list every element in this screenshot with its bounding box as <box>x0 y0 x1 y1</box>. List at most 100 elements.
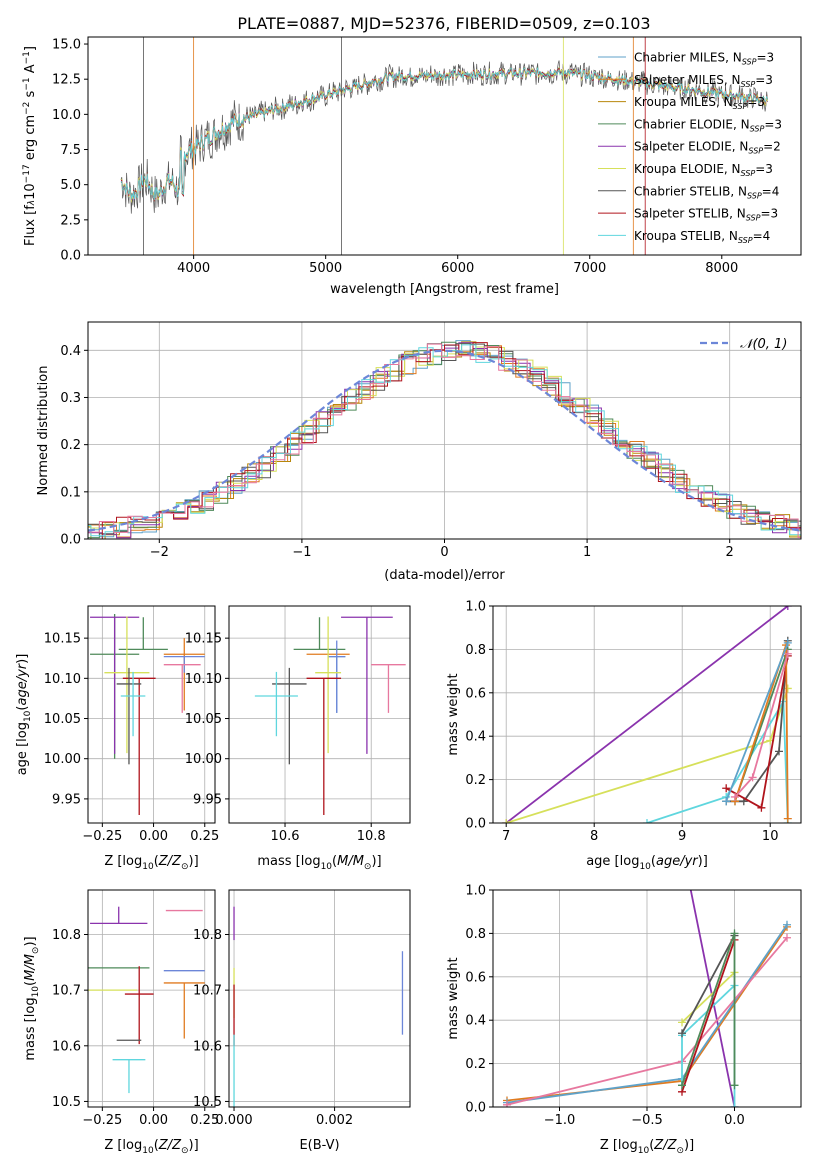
ageZ-axes: −0.25 0.00 0.25 9.95 10.00 10.05 10.10 10.15 Z [… <box>15 605 219 872</box>
legend-label-7: Salpeter STELIB, NSSP=3 <box>634 207 778 223</box>
hist-series-9 <box>88 343 801 538</box>
hist-ylabel: Normed distribution <box>36 366 51 496</box>
figure-title: PLATE=0887, MJD=52376, FIBERID=0509, z=0… <box>237 14 650 33</box>
ageM-point-9 <box>254 671 298 737</box>
massE-ytick-label-0: 10.5 <box>193 1095 222 1110</box>
spectrum-ytick-label-2: 5.0 <box>60 178 81 193</box>
ageM-ytick-label-4: 10.15 <box>185 632 222 647</box>
hist-xtick-label-3: 1 <box>583 545 591 560</box>
mwAge-line-2 <box>646 698 789 823</box>
massZ-axes: −0.25 0.00 0.25 10.5 10.6 10.7 10.8 Z [log10(Z/… <box>23 889 219 1156</box>
mwZ-frame <box>492 889 802 1108</box>
ageZ-point-1 <box>90 616 140 754</box>
mwZ-line-4 <box>681 971 736 1024</box>
massZ-frame <box>87 889 216 1108</box>
legend-label-3: Chabrier ELODIE, NSSP=3 <box>634 117 782 133</box>
mwZ-line-0 <box>689 890 736 1107</box>
ageM-point-7 <box>306 677 342 815</box>
mwZ-marker-5-3 <box>730 1103 739 1107</box>
ageM-ytick-label-3: 10.10 <box>185 672 222 687</box>
spectrum-ytick-label-4: 10.0 <box>52 108 81 123</box>
mwAge-marker-7-1 <box>748 773 757 782</box>
mwAge-ylabel: mass weight <box>446 673 461 755</box>
mwZ-xlabel: Z [log10(Z/Z⊙)] <box>600 1138 694 1156</box>
mwZ-ylabel: mass weight <box>446 957 461 1039</box>
massZ-point-3 <box>124 966 154 1045</box>
hist-xlabel: (data-model)/error <box>384 568 505 583</box>
legend-label-8: Kroupa STELIB, NSSP=4 <box>634 229 770 245</box>
ageZ-point-3 <box>104 616 150 754</box>
mwAge-axes: 7 8 9 10 0.0 0.2 0.4 0.6 0.8 1.0 age [log10(age/yr… <box>446 600 802 872</box>
massE-ytick-label-2: 10.7 <box>193 984 222 999</box>
ageZ-frame <box>87 605 216 824</box>
mwAge-xtick-label-3: 10 <box>762 829 779 844</box>
mwAge-frame <box>492 605 802 824</box>
ageM-xtick-label-0: 10.6 <box>271 829 300 844</box>
spectrum-ylabel: Flux [fλ10−17 erg cm−2 s−1 A−1] <box>22 46 38 246</box>
spectrum-legend: Chabrier MILES, NSSP=3 Salpeter MILES, NS… <box>598 51 782 245</box>
hist-xtick-label-0: −2 <box>150 545 169 560</box>
mwAge-marker-0-1 <box>783 606 792 610</box>
hist-ytick-label-0: 0.0 <box>60 533 81 548</box>
ageZ-ytick-label-4: 10.15 <box>44 632 81 647</box>
hist-ytick-label-3: 0.3 <box>60 391 81 406</box>
mwZ-axes: −1.0 −0.5 0.0 0.0 0.2 0.4 0.6 0.8 1.0 Z [log10(Z/… <box>446 884 802 1156</box>
hist-xtick-label-4: 2 <box>726 545 734 560</box>
ageM-point-5 <box>371 664 406 713</box>
mwAge-line-8 <box>725 642 789 802</box>
mwAge-ytick-label-4: 0.8 <box>465 643 486 658</box>
ageM-point-0 <box>341 616 393 754</box>
mwAge-marker-7-0 <box>731 792 739 801</box>
ageZ-point-6 <box>120 671 146 737</box>
massZ-ylabel: mass [log10(M/M⊙)] <box>23 936 41 1060</box>
hist-series-8 <box>88 344 801 537</box>
hist-normal-curve <box>88 349 801 532</box>
ageZ-point-5 <box>116 667 142 765</box>
ageM-ytick-label-0: 9.95 <box>193 792 222 807</box>
ageZ-point-7 <box>163 638 205 711</box>
massZ-point-5 <box>112 1059 146 1094</box>
ageZ-point-9 <box>163 664 201 713</box>
legend-label-4: Salpeter ELODIE, NSSP=2 <box>634 140 781 156</box>
spectrum-axes: 4000 5000 6000 7000 8000 0.0 2.5 5.0 7.5 10.0 12.5… <box>22 36 802 297</box>
spectrum-ytick-label-5: 12.5 <box>52 73 81 88</box>
ageM-xtick-label-1: 10.8 <box>357 829 386 844</box>
massZ-xtick-label-1: 0.00 <box>139 1113 168 1128</box>
massZ-xtick-label-0: −0.25 <box>82 1113 122 1128</box>
mwZ-ytick-label-4: 0.8 <box>465 927 486 942</box>
massE-ytick-label-1: 10.6 <box>193 1039 222 1054</box>
spectrum-ytick-label-1: 2.5 <box>60 213 81 228</box>
mwAge-marker-8-1 <box>783 638 792 647</box>
ageZ-ytick-label-2: 10.05 <box>44 712 81 727</box>
mwAge-marker-2-0 <box>643 819 651 823</box>
mwZ-ytick-label-1: 0.2 <box>465 1057 486 1072</box>
ageZ-ytick-label-3: 10.10 <box>44 672 81 687</box>
hist-xtick-label-2: 0 <box>440 545 448 560</box>
mwAge-xtick-label-1: 8 <box>590 829 598 844</box>
hist-xtick-label-1: −1 <box>292 545 311 560</box>
mwZ-marker-8-0 <box>678 1081 686 1090</box>
mwZ-marker-8-2 <box>730 1081 739 1090</box>
mwZ-marker-2-2 <box>783 920 791 929</box>
spectrum-frame <box>87 36 802 256</box>
legend-label-2: Kroupa MILES, NSSP=3 <box>634 95 765 111</box>
hist-legend-label: 𝒩(0, 1) <box>740 337 787 352</box>
legend-label-6: Chabrier STELIB, NSSP=4 <box>634 184 779 200</box>
hist-series-3 <box>88 341 801 539</box>
hist-legend: 𝒩(0, 1) <box>700 337 787 352</box>
spectrum-xtick-label-1: 5000 <box>309 261 342 276</box>
ageZ-xlabel: Z [log10(Z/Z⊙)] <box>104 854 198 872</box>
legend-label-0: Chabrier MILES, NSSP=3 <box>634 51 774 67</box>
mwAge-xtick-label-2: 9 <box>678 829 686 844</box>
mwAge-ytick-label-5: 1.0 <box>465 600 486 615</box>
spectrum-ytick-label-6: 15.0 <box>52 38 81 53</box>
ageZ-ytick-label-0: 9.95 <box>52 792 81 807</box>
ageZ-xtick-label-0: −0.25 <box>82 829 122 844</box>
legend-label-1: Salpeter MILES, NSSP=3 <box>634 73 773 89</box>
mwZ-marker-4-0 <box>678 1018 686 1027</box>
mwZ-ytick-label-0: 0.0 <box>465 1101 486 1116</box>
ageM-point-1 <box>293 617 346 651</box>
hist-frame <box>87 321 802 540</box>
ageM-point-8 <box>272 667 307 765</box>
